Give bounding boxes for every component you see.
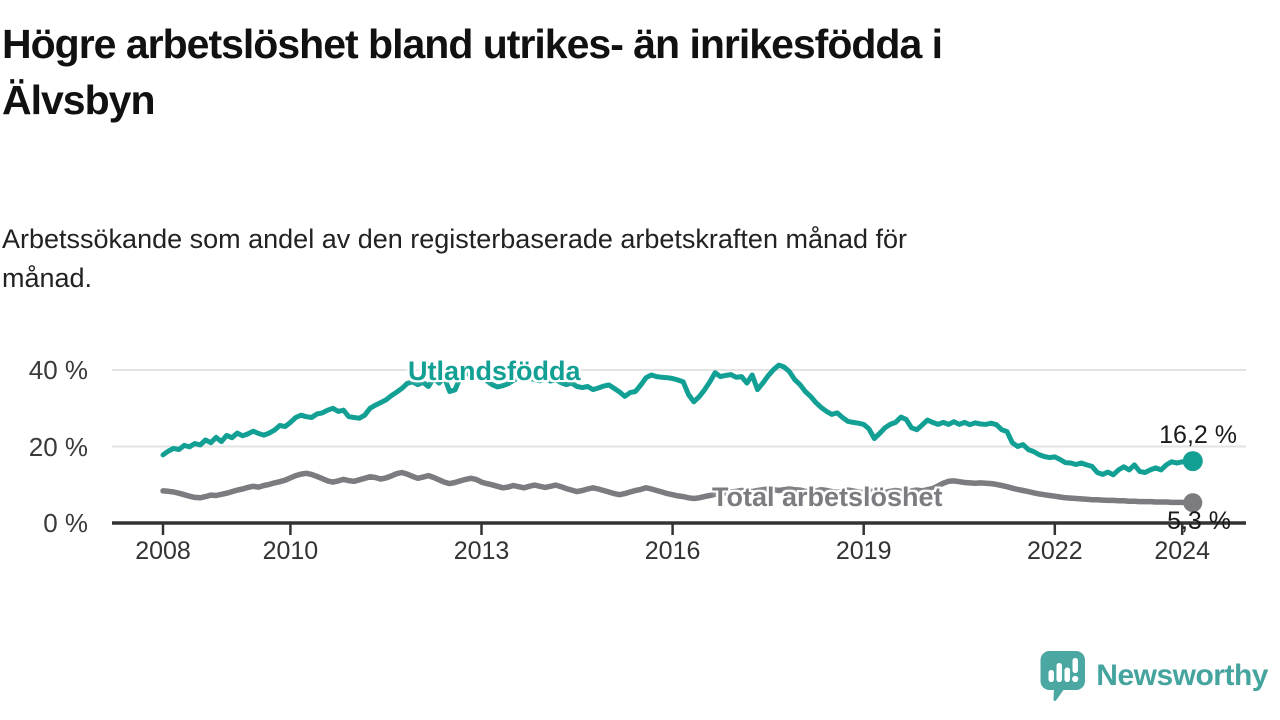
series-line-utlandsfodda bbox=[160, 362, 1196, 478]
end-value-label-utlandsfodda: 16,2 % bbox=[1159, 421, 1237, 449]
newsworthy-logo-icon bbox=[1040, 651, 1086, 702]
x-tick-label-2010: 2010 bbox=[262, 537, 319, 565]
x-tick-label-2022: 2022 bbox=[1026, 537, 1083, 565]
y-tick-label-40: 40 % bbox=[28, 355, 88, 386]
chart-subtitle-line1: Arbetssökande som andel av den registerb… bbox=[2, 224, 908, 254]
chart-subtitle: Arbetssökande som andel av den registerb… bbox=[2, 220, 907, 298]
chart-subtitle-line2: månad. bbox=[2, 263, 93, 293]
newsworthy-wordmark: Newsworthy bbox=[1096, 659, 1268, 692]
series-line-total bbox=[160, 469, 1196, 506]
chart-title-line1: Högre arbetslöshet bland utrikes- än inr… bbox=[2, 21, 943, 67]
x-tick-label-2019: 2019 bbox=[835, 537, 892, 565]
chart-title-line2: Älvsbyn bbox=[2, 77, 156, 123]
series-label-total-arbetsloshet: Total arbetslöshet bbox=[712, 482, 943, 512]
x-tick-label-2016: 2016 bbox=[644, 537, 701, 565]
x-tick-label-2024: 2024 bbox=[1154, 537, 1210, 565]
end-dot-utlandsfodda bbox=[1182, 451, 1203, 472]
end-dot-total bbox=[1183, 493, 1203, 513]
x-tick-label-2008: 2008 bbox=[135, 537, 191, 565]
y-tick-label-0: 0 % bbox=[43, 508, 88, 538]
x-tick-label-2013: 2013 bbox=[453, 537, 510, 565]
series-label-utlandsfodda: Utlandsfödda bbox=[408, 356, 581, 386]
newsworthy-branding: Newsworthy bbox=[1040, 650, 1268, 702]
end-value-label-total: 5,3 % bbox=[1167, 507, 1231, 535]
chart-title: Högre arbetslöshet bland utrikes- än inr… bbox=[2, 16, 943, 128]
y-tick-label-20: 20 % bbox=[28, 431, 88, 462]
